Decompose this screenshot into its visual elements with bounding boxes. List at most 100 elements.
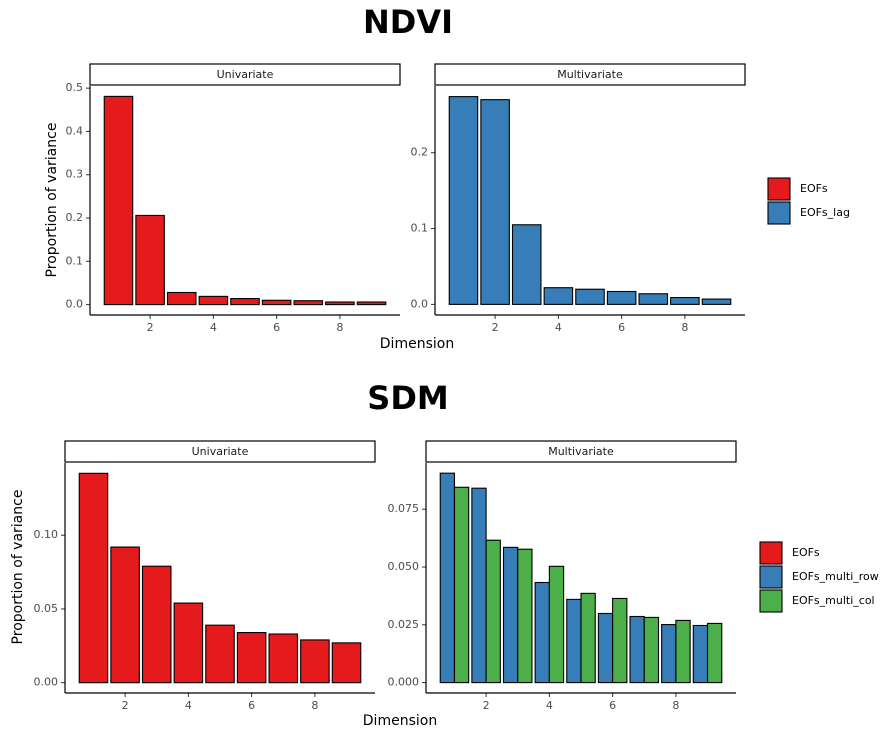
bar [110,546,140,684]
bar [166,291,197,306]
bar [135,214,165,306]
bar [543,287,574,305]
bar [230,298,260,306]
legend-key [759,589,783,613]
bar [480,99,510,305]
figure-title: NDVI [363,3,453,41]
facet-title: Multivariate [548,445,614,458]
y-tick-label: 0.075 [388,502,420,515]
y-tick-label: 0.3 [66,168,84,181]
bar [141,565,172,684]
bar [638,293,669,305]
bar [439,472,456,684]
y-axis-title: Proportion of variance [44,123,60,278]
legend-key [767,201,791,225]
bar [205,624,235,684]
figure-title: SDM [367,379,448,417]
bar [511,224,542,305]
y-tick-label: 0.0 [66,298,84,311]
bar [692,624,709,684]
y-tick-label: 0.4 [66,124,84,137]
x-tick-label: 8 [681,321,688,334]
bar [629,615,645,684]
bar [78,472,109,684]
x-tick-label: 4 [546,699,553,712]
x-tick-label: 4 [185,699,192,712]
bar [606,290,637,305]
bar [566,598,582,684]
x-tick-label: 4 [555,321,562,334]
x-axis-title: Dimension [363,713,437,729]
bar [517,548,533,684]
facet-strip [89,63,401,86]
y-tick-label: 0.00 [34,676,59,689]
bar [485,539,501,684]
bar [670,297,700,305]
bar [293,300,324,306]
legend-label: EOFs [800,182,828,195]
x-tick-label: 6 [248,699,255,712]
bar [331,642,362,684]
bar [198,295,229,306]
legend-key [767,177,791,201]
y-tick-label: 0.1 [66,254,84,267]
y-tick-label: 0.2 [66,211,84,224]
y-tick-label: 0.5 [66,81,84,94]
bar [300,639,330,684]
bar [453,486,470,684]
facet-strip [425,440,737,463]
x-tick-label: 2 [492,321,499,334]
facet-title: Multivariate [557,68,623,81]
bar [236,632,267,684]
facet-strip [434,63,746,86]
y-tick-label: 0.050 [388,560,420,573]
bar [502,546,519,684]
facet-title: Univariate [192,445,249,458]
bar [103,95,134,306]
bar [534,581,550,684]
y-tick-label: 0.000 [388,676,420,689]
x-tick-label: 8 [672,699,679,712]
bar [548,565,565,684]
bar [356,301,387,306]
bar [325,301,355,306]
x-tick-label: 2 [147,321,154,334]
legend-key [759,565,783,589]
y-tick-label: 0.10 [34,528,59,541]
x-tick-label: 8 [311,699,318,712]
legend-label: EOFs [792,546,820,559]
bar [675,619,691,684]
bar [597,612,614,684]
y-axis-title: Proportion of variance [10,490,26,645]
bar [661,624,677,684]
x-tick-label: 4 [210,321,217,334]
legend-label: EOFs_lag [800,206,850,219]
bar [643,616,660,684]
bar [701,298,732,305]
bar [268,633,299,684]
legend-key [759,541,783,565]
legend-label: EOFs_multi_col [792,594,875,607]
bar [448,96,479,305]
bar [575,288,605,305]
legend-label: EOFs_multi_row [792,570,879,583]
bar [471,487,487,684]
y-tick-label: 0.0 [411,297,429,310]
bar [612,597,628,684]
x-tick-label: 6 [609,699,616,712]
y-tick-label: 0.2 [411,146,429,159]
x-tick-label: 6 [273,321,280,334]
x-tick-label: 6 [618,321,625,334]
bar [261,299,292,306]
x-tick-label: 2 [483,699,490,712]
bar [580,592,596,684]
x-tick-label: 2 [122,699,129,712]
x-tick-label: 8 [336,321,343,334]
bar [706,622,723,684]
x-axis-title: Dimension [380,336,454,352]
facet-title: Univariate [217,68,274,81]
y-tick-label: 0.1 [411,222,429,235]
facet-strip [64,440,376,463]
y-tick-label: 0.025 [388,618,420,631]
